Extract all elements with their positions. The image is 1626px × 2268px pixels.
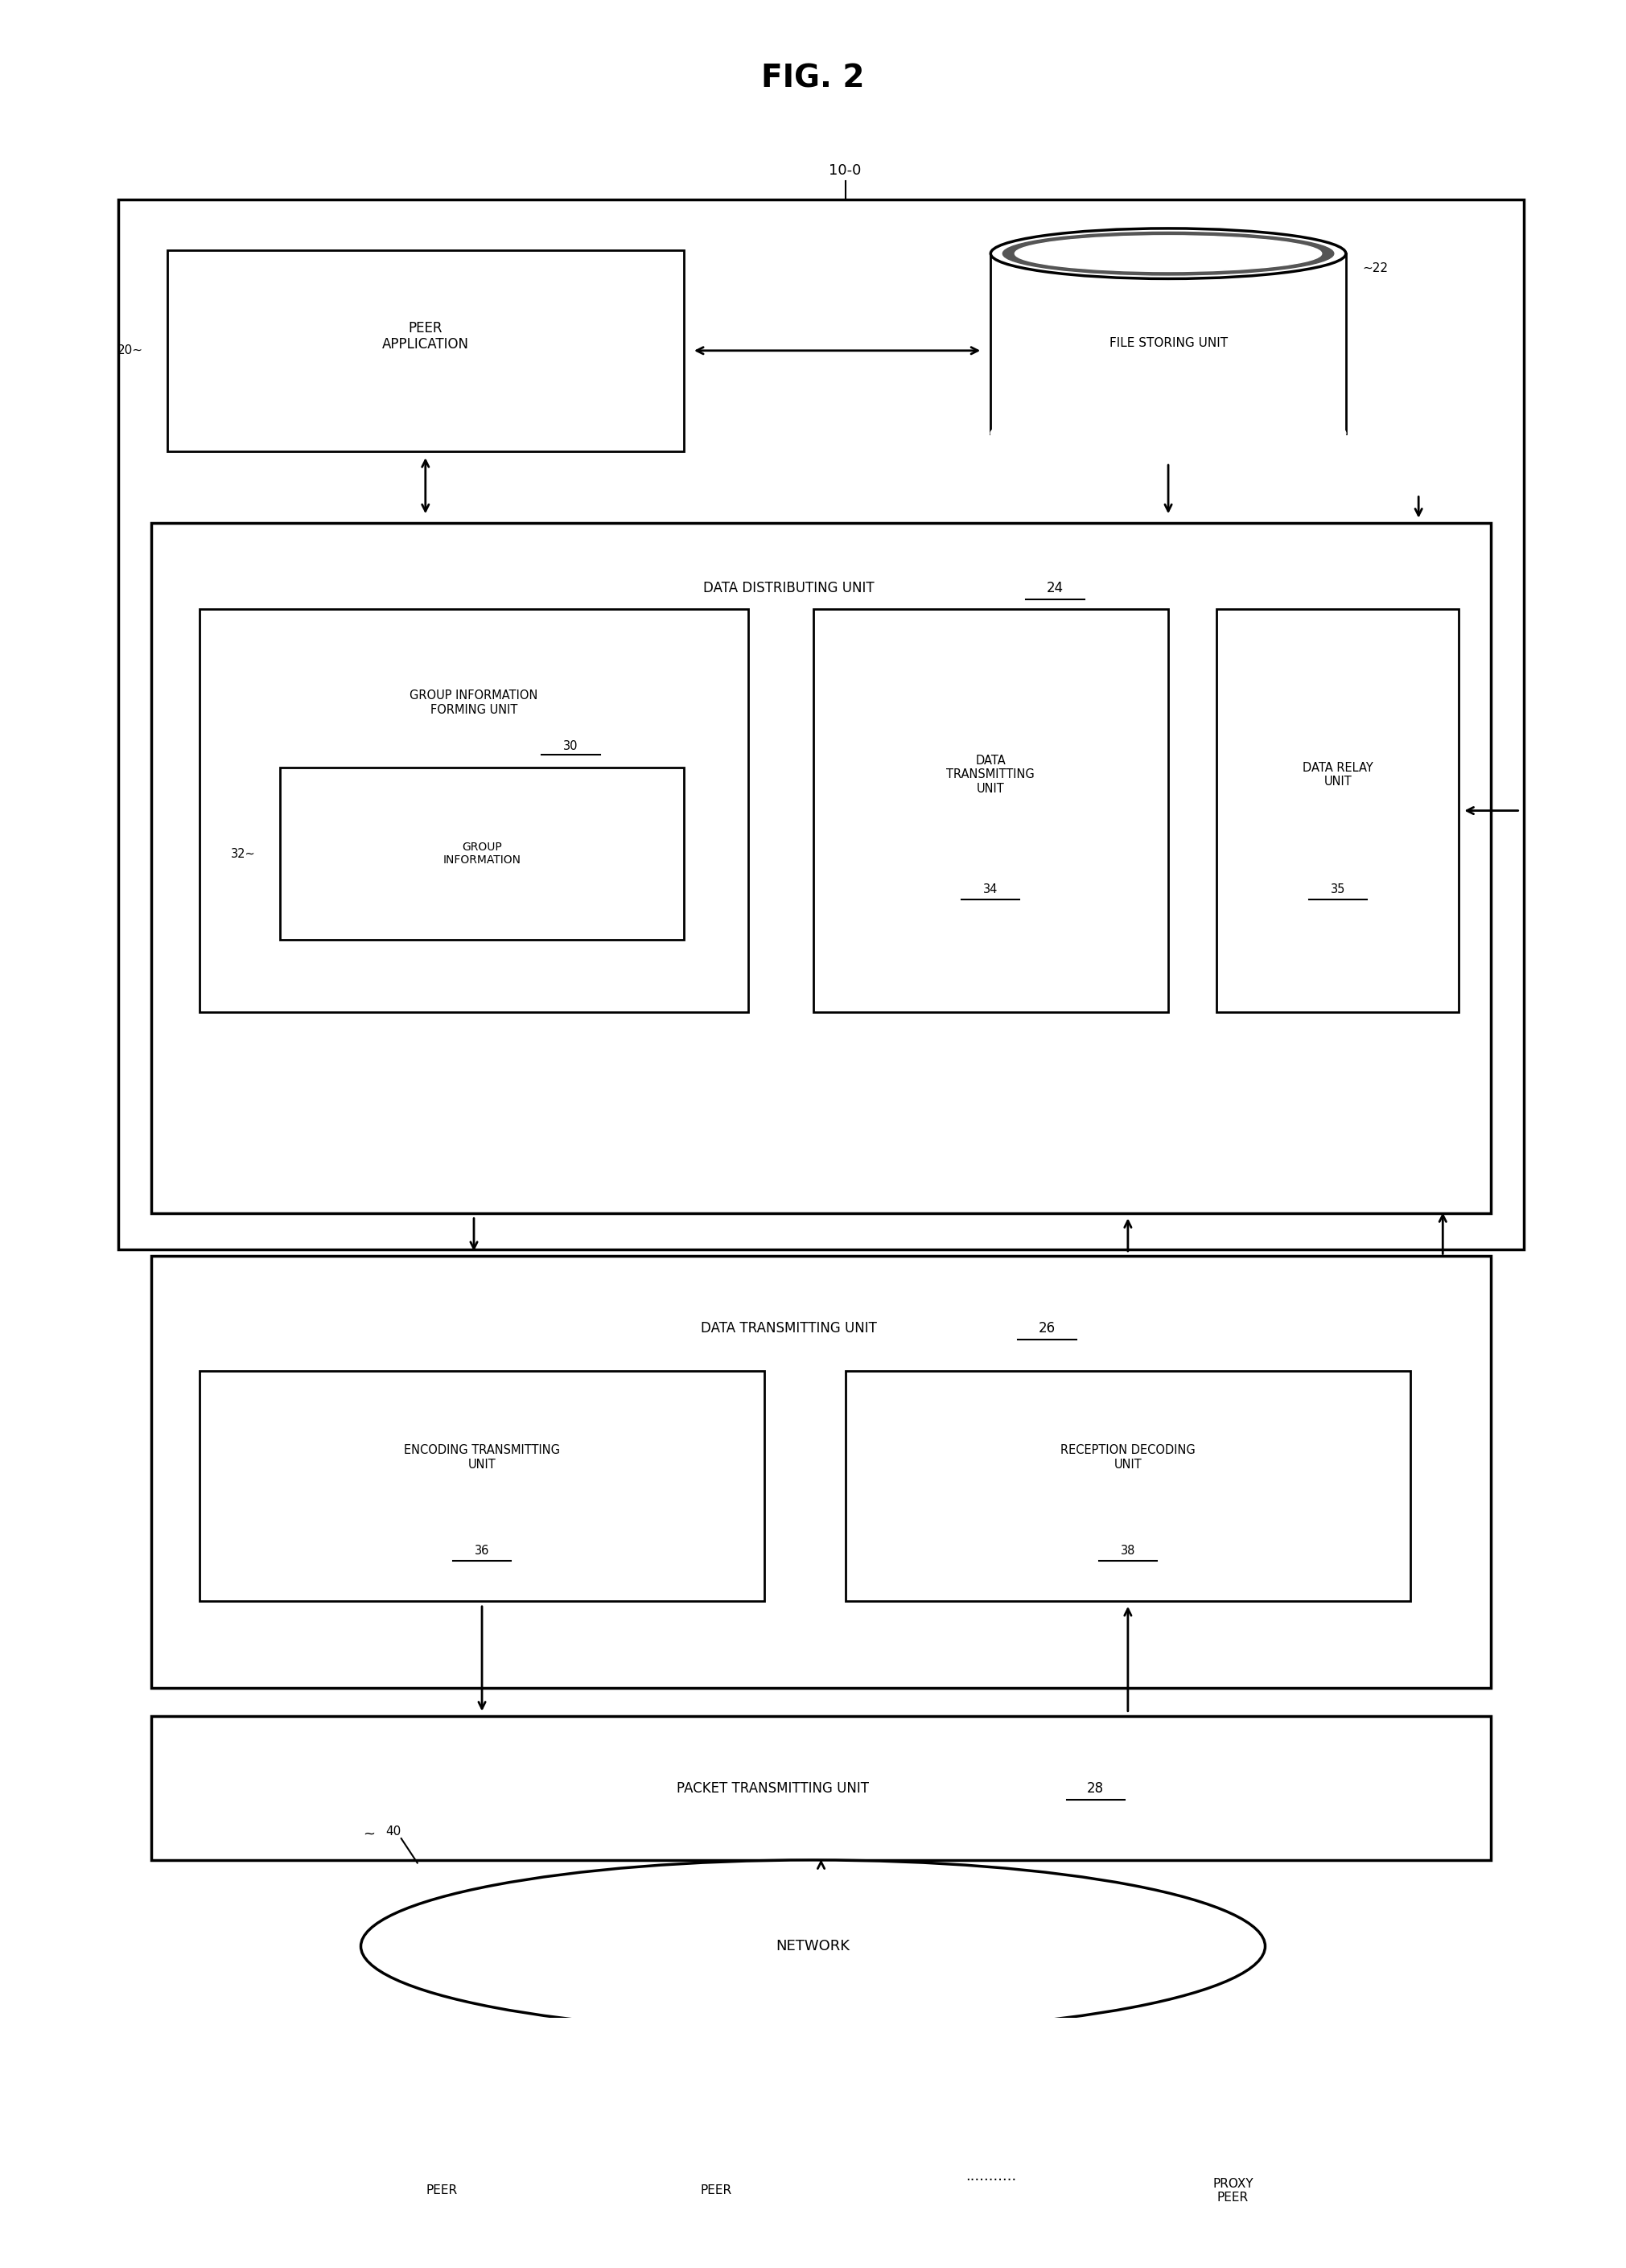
Ellipse shape <box>990 229 1346 279</box>
Text: ...........: ........... <box>966 2168 1016 2184</box>
FancyBboxPatch shape <box>280 767 685 939</box>
Text: RECEPTION DECODING
UNIT: RECEPTION DECODING UNIT <box>1060 1445 1195 1470</box>
Ellipse shape <box>1003 231 1333 274</box>
Text: FILE STORING UNIT: FILE STORING UNIT <box>1109 338 1228 349</box>
Ellipse shape <box>1015 236 1322 272</box>
Text: DATA RELAY
UNIT: DATA RELAY UNIT <box>1302 762 1372 787</box>
Text: 20~: 20~ <box>117 345 143 356</box>
Text: 30: 30 <box>563 739 579 753</box>
Text: 28: 28 <box>1088 1780 1104 1796</box>
FancyBboxPatch shape <box>263 2118 620 2263</box>
FancyBboxPatch shape <box>1216 610 1459 1012</box>
Text: 35: 35 <box>1330 885 1345 896</box>
FancyBboxPatch shape <box>119 200 1524 1250</box>
FancyBboxPatch shape <box>167 249 685 451</box>
FancyBboxPatch shape <box>200 610 748 1012</box>
Text: 24: 24 <box>1047 581 1063 594</box>
Text: NETWORK: NETWORK <box>776 1939 850 1953</box>
Text: GROUP
INFORMATION: GROUP INFORMATION <box>442 841 520 866</box>
Text: 10-0: 10-0 <box>829 163 862 179</box>
Text: PACKET TRANSMITTING UNIT: PACKET TRANSMITTING UNIT <box>676 1780 868 1796</box>
FancyBboxPatch shape <box>151 1256 1491 1687</box>
Text: 40: 40 <box>385 1826 402 1837</box>
Text: DATA DISTRIBUTING UNIT: DATA DISTRIBUTING UNIT <box>702 581 875 594</box>
Text: 36: 36 <box>475 1545 489 1558</box>
Text: PEER: PEER <box>701 2184 732 2198</box>
Text: PROXY
PEER: PROXY PEER <box>1213 2177 1254 2204</box>
Text: DATA
TRANSMITTING
UNIT: DATA TRANSMITTING UNIT <box>946 755 1034 794</box>
Text: ~: ~ <box>363 1828 376 1842</box>
Text: PEER: PEER <box>426 2184 457 2198</box>
Text: 26: 26 <box>1039 1320 1055 1336</box>
Text: 32~: 32~ <box>231 848 255 860</box>
Text: ~22: ~22 <box>1363 261 1387 274</box>
Ellipse shape <box>990 408 1346 458</box>
Text: ENCODING TRANSMITTING
UNIT: ENCODING TRANSMITTING UNIT <box>403 1445 559 1470</box>
FancyBboxPatch shape <box>846 1372 1410 1601</box>
FancyBboxPatch shape <box>813 610 1167 1012</box>
Ellipse shape <box>361 1860 1265 2032</box>
FancyBboxPatch shape <box>151 1717 1491 1860</box>
FancyBboxPatch shape <box>538 2118 894 2263</box>
Text: 34: 34 <box>984 885 998 896</box>
FancyBboxPatch shape <box>151 524 1491 1213</box>
FancyBboxPatch shape <box>1055 2118 1410 2263</box>
Text: 38: 38 <box>1120 1545 1135 1558</box>
Text: GROUP INFORMATION
FORMING UNIT: GROUP INFORMATION FORMING UNIT <box>410 689 538 717</box>
FancyBboxPatch shape <box>200 1372 764 1601</box>
Text: DATA TRANSMITTING UNIT: DATA TRANSMITTING UNIT <box>701 1320 876 1336</box>
Text: FIG. 2: FIG. 2 <box>761 64 865 93</box>
Text: PEER
APPLICATION: PEER APPLICATION <box>382 320 468 352</box>
